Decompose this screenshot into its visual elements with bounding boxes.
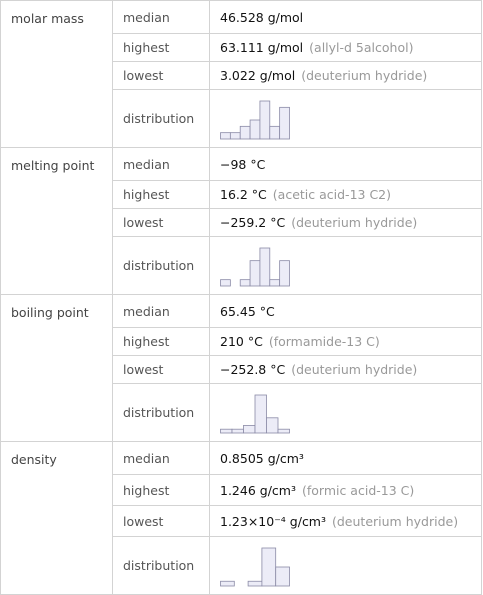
table-row: boiling point median 65.45 °C <box>0 294 482 442</box>
value-cell: 0.8505 g/cm³ <box>209 441 482 475</box>
row-label: lowest <box>112 355 210 384</box>
row-label: lowest <box>112 505 210 537</box>
histogram-bar <box>239 278 251 286</box>
note: (deuterium hydride) <box>291 215 418 230</box>
value-cell: −98 °C <box>209 147 482 181</box>
histogram-bar <box>220 428 233 433</box>
table-row: highest 1.246 g/cm³ (formic acid-13 C) <box>1 474 482 506</box>
property-name: density <box>0 441 113 595</box>
value-cell: 65.45 °C <box>209 294 482 328</box>
table-row: distribution <box>1 383 482 442</box>
table-row: lowest 1.23×10⁻⁴ g/cm³ (deuterium hydride) <box>1 505 482 537</box>
property-name: boiling point <box>0 294 113 442</box>
histogram-cell <box>209 383 482 442</box>
value-cell: −252.8 °C (deuterium hydride) <box>209 355 482 384</box>
value: 46.528 g/mol <box>220 9 304 25</box>
row-label: distribution <box>112 236 210 295</box>
value-cell: 1.246 g/cm³ (formic acid-13 C) <box>209 474 482 506</box>
value-cell: 3.022 g/mol (deuterium hydride) <box>209 61 482 90</box>
value: −259.2 °C <box>220 215 286 230</box>
value: −252.8 °C <box>220 362 286 377</box>
note: (deuterium hydride) <box>301 68 428 83</box>
value-cell: −259.2 °C (deuterium hydride) <box>209 208 482 237</box>
histogram-bar <box>266 416 279 433</box>
value: 65.45 °C <box>220 303 275 319</box>
histogram-bar <box>269 278 281 286</box>
histogram-bar <box>239 125 251 139</box>
histogram-bar <box>254 394 267 433</box>
histogram-bar <box>247 580 263 586</box>
row-label: lowest <box>112 61 210 90</box>
value: 16.2 °C <box>220 187 267 202</box>
histogram-cell <box>209 236 482 295</box>
histogram-bar <box>229 131 241 139</box>
value: 210 °C <box>220 334 263 349</box>
table-row: melting point median −98 °C <box>0 147 482 295</box>
histogram-bar <box>275 566 290 586</box>
histogram <box>220 394 290 433</box>
histogram-bar <box>220 580 235 586</box>
value: 0.8505 g/cm³ <box>220 450 304 466</box>
value: 1.23×10⁻⁴ g/cm³ <box>220 513 326 529</box>
table-row: highest 63.111 g/mol (allyl-d 5alcohol) <box>1 33 482 62</box>
row-label: lowest <box>112 208 210 237</box>
value: 63.111 g/mol <box>220 40 304 55</box>
histogram-bar <box>259 100 271 139</box>
histogram-bar <box>261 547 277 586</box>
histogram-bar <box>220 131 231 139</box>
table-row: distribution <box>1 89 482 148</box>
histogram <box>220 547 290 586</box>
table-row: molar mass median 46.528 g/mol <box>0 0 482 148</box>
histogram <box>220 100 290 139</box>
row-label: distribution <box>112 89 210 148</box>
row-label: median <box>112 0 210 34</box>
property-name: molar mass <box>0 0 113 148</box>
row-label: highest <box>112 33 210 62</box>
note: (deuterium hydride) <box>291 362 418 377</box>
histogram-bar <box>279 106 290 139</box>
histogram-bar <box>249 119 261 139</box>
table-row: distribution <box>1 536 482 595</box>
row-label: median <box>112 441 210 475</box>
row-label: highest <box>112 474 210 506</box>
histogram-bar <box>243 424 256 433</box>
histogram-bar <box>279 259 290 286</box>
value-cell: 63.111 g/mol (allyl-d 5alcohol) <box>209 33 482 62</box>
histogram-bar <box>277 428 290 433</box>
row-label: highest <box>112 327 210 356</box>
histogram-cell <box>209 89 482 148</box>
note: (deuterium hydride) <box>332 513 459 529</box>
note: (acetic acid-13 C2) <box>272 187 392 202</box>
row-label: median <box>112 294 210 328</box>
value-cell: 210 °C (formamide-13 C) <box>209 327 482 356</box>
row-label: distribution <box>112 536 210 595</box>
histogram-bar <box>231 428 244 433</box>
property-name: melting point <box>0 147 113 295</box>
value-cell: 1.23×10⁻⁴ g/cm³ (deuterium hydride) <box>209 505 482 537</box>
histogram-cell <box>209 536 482 595</box>
value: −98 °C <box>220 156 266 172</box>
note: (formic acid-13 C) <box>301 482 415 498</box>
table-row: lowest −259.2 °C (deuterium hydride) <box>1 208 482 237</box>
histogram-bar <box>259 247 271 286</box>
histogram-bar <box>269 125 281 139</box>
histogram-bar <box>220 278 231 286</box>
value-cell: 46.528 g/mol <box>209 0 482 34</box>
histogram-bar <box>249 259 261 286</box>
histogram <box>220 247 290 286</box>
value-cell: 16.2 °C (acetic acid-13 C2) <box>209 180 482 209</box>
row-label: distribution <box>112 383 210 442</box>
value: 3.022 g/mol <box>220 68 296 83</box>
table-row: lowest 3.022 g/mol (deuterium hydride) <box>1 61 482 90</box>
table-row: density median 0.8505 g/cm³ <box>0 441 482 595</box>
row-label: median <box>112 147 210 181</box>
note: (formamide-13 C) <box>268 334 380 349</box>
table-row: highest 210 °C (formamide-13 C) <box>1 327 482 356</box>
table-row: lowest −252.8 °C (deuterium hydride) <box>1 355 482 384</box>
value: 1.246 g/cm³ <box>220 482 296 498</box>
note: (allyl-d 5alcohol) <box>309 40 414 55</box>
row-label: highest <box>112 180 210 209</box>
